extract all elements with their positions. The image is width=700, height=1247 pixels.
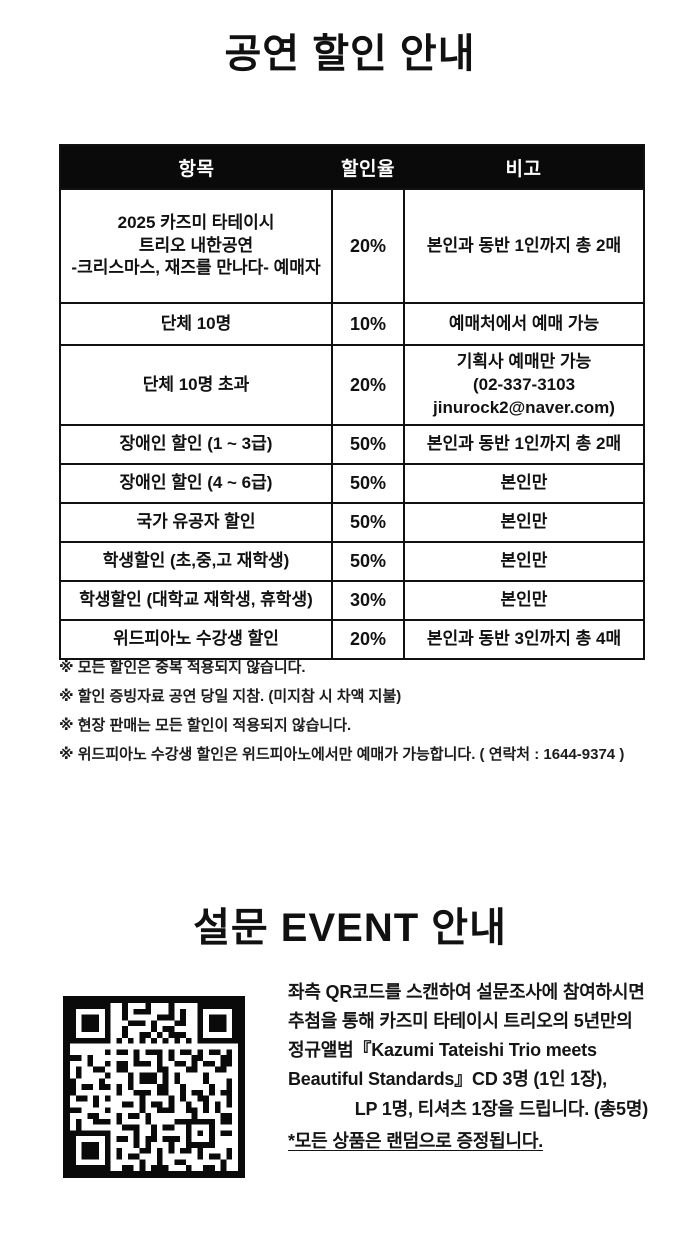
table-row: 단체 10명 초과 20% 기획사 예매만 가능 (02-337-3103 jinuro… (59, 343, 645, 427)
cell-discount-rate: 50% (331, 424, 405, 466)
discount-table: 항목 할인율 비고 2025 카즈미 타테이시 트리오 내한공연 -크리스마스, 재… (59, 144, 645, 661)
footnote-line: ※ 현장 판매는 모든 할인이 적용되지 않습니다. (59, 717, 352, 734)
table-header: 항목 할인율 비고 (60, 145, 644, 189)
cell-discount-rate: 20% (331, 188, 405, 304)
survey-description-line: 좌측 QR코드를 스캔하여 설문조사에 참여하시면 (288, 982, 645, 1002)
page-title: 공연 할인 안내 (224, 32, 476, 76)
survey-emphasis-note: *모든 상품은 랜덤으로 증정됩니다. (288, 1130, 544, 1151)
table-row: 학생할인 (대학교 재학생, 휴학생) 30% 본인만 (59, 580, 645, 622)
footnote-line: ※ 위드피아노 수강생 할인은 위드피아노에서만 예매가 가능합니다. ( 연락… (59, 746, 625, 763)
cell-discount-rate: 50% (331, 502, 405, 544)
column-header-note: 비고 (404, 145, 644, 189)
cell-discount-rate: 20% (331, 343, 405, 427)
survey-description-line: Beautiful Standards』CD 3명 (1인 1장), (288, 1069, 607, 1090)
qr-code-icon[interactable] (63, 996, 245, 1178)
cell-item: 위드피아노 수강생 할인 (59, 619, 333, 661)
table-header-row: 항목 할인율 비고 (60, 145, 644, 189)
cell-note: 본인만 (403, 463, 645, 505)
column-header-item: 항목 (60, 145, 332, 189)
cell-item: 장애인 할인 (1 ~ 3급) (59, 424, 333, 466)
table-body: 2025 카즈미 타테이시 트리오 내한공연 -크리스마스, 재즈를 만나다- 예매… (59, 188, 645, 661)
cell-discount-rate: 20% (331, 619, 405, 661)
cell-note: 본인만 (403, 541, 645, 583)
cell-item: 학생할인 (대학교 재학생, 휴학생) (59, 580, 333, 622)
cell-item: 국가 유공자 할인 (59, 502, 333, 544)
table-row: 위드피아노 수강생 할인 20% 본인과 동반 3인까지 총 4매 (59, 619, 645, 661)
discount-section: 공연 할인 안내 항목 할인율 비고 2025 카즈미 타테이시 트리오 내한공연… (0, 0, 700, 763)
table-row: 장애인 할인 (1 ~ 3급) 50% 본인과 동반 1인까지 총 2매 (59, 424, 645, 466)
cell-item: 단체 10명 초과 (59, 343, 333, 427)
cell-note: 본인과 동반 3인까지 총 4매 (403, 619, 645, 661)
cell-note: 본인만 (403, 580, 645, 622)
cell-item: 장애인 할인 (4 ~ 6급) (59, 463, 333, 505)
footnote-line: ※ 모든 할인은 중복 적용되지 않습니다. (59, 659, 306, 676)
column-header-rate: 할인율 (332, 145, 404, 189)
survey-description-line: 추첨을 통해 카즈미 타테이시 트리오의 5년만의 (288, 1011, 633, 1032)
cell-item: 단체 10명 (59, 302, 333, 346)
table-row: 장애인 할인 (4 ~ 6급) 50% 본인만 (59, 463, 645, 505)
cell-item: 학생할인 (초,중,고 재학생) (59, 541, 333, 583)
cell-discount-rate: 10% (331, 302, 405, 346)
discount-table-container: 항목 할인율 비고 2025 카즈미 타테이시 트리오 내한공연 -크리스마스, 재… (59, 144, 645, 661)
table-row: 국가 유공자 할인 50% 본인만 (59, 502, 645, 544)
footnotes-list: ※ 모든 할인은 중복 적용되지 않습니다. ※ 할인 증빙자료 공연 당일 지참… (59, 659, 659, 775)
cell-discount-rate: 30% (331, 580, 405, 622)
cell-note: 본인만 (403, 502, 645, 544)
footnote-line: ※ 할인 증빙자료 공연 당일 지참. (미지참 시 차액 지불) (59, 688, 402, 705)
table-row: 학생할인 (초,중,고 재학생) 50% 본인만 (59, 541, 645, 583)
cell-note: 예매처에서 예매 가능 (403, 302, 645, 346)
survey-description-line: LP 1명, 티셔츠 1장을 드립니다. (총5명) (354, 1098, 648, 1119)
cell-discount-rate: 50% (331, 541, 405, 583)
table-row: 단체 10명 10% 예매처에서 예매 가능 (59, 302, 645, 346)
cell-note: 본인과 동반 1인까지 총 2매 (403, 424, 645, 466)
cell-note: 기획사 예매만 가능 (02-337-3103 jinurock2@naver.co… (403, 343, 645, 427)
cell-discount-rate: 50% (331, 463, 405, 505)
cell-item: 2025 카즈미 타테이시 트리오 내한공연 -크리스마스, 재즈를 만나다- 예매… (59, 188, 333, 304)
survey-description-line: 정규앨범『Kazumi Tateishi Trio meets (288, 1040, 597, 1061)
cell-note: 본인과 동반 1인까지 총 2매 (403, 188, 645, 304)
survey-title: 설문 EVENT 안내 (193, 905, 507, 950)
qr-code-image (70, 1003, 238, 1171)
table-row: 2025 카즈미 타테이시 트리오 내한공연 -크리스마스, 재즈를 만나다- 예매… (59, 188, 645, 304)
